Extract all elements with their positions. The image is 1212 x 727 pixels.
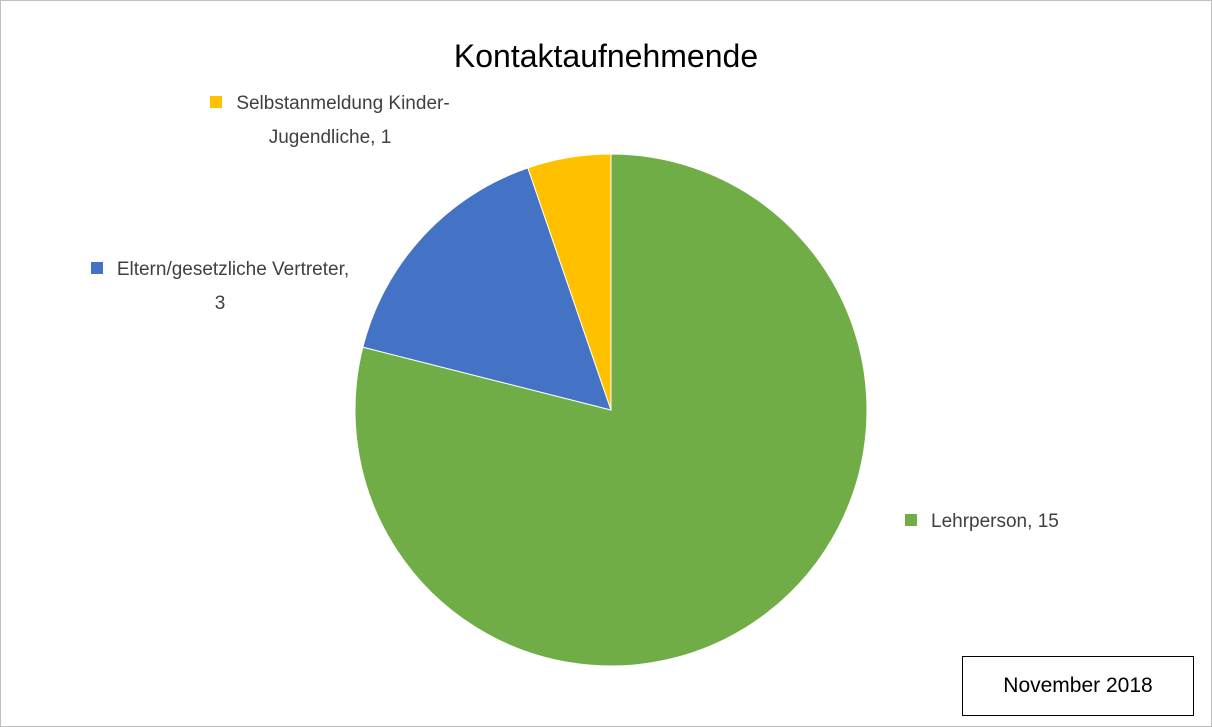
label-swatch	[905, 514, 917, 526]
annotation: November 2018	[962, 656, 1194, 716]
label-category: Eltern/gesetzliche Vertreter	[116, 259, 344, 280]
data-label: Eltern/gesetzliche Vertreter3	[90, 253, 350, 321]
chart-title: Kontaktaufnehmende	[453, 38, 759, 74]
label-value: 15	[1027, 511, 1059, 532]
label-swatch	[210, 96, 223, 108]
data-label: Lehrperson15	[905, 505, 1165, 539]
label-category: Lehrperson	[931, 511, 1028, 532]
label-value: 1	[370, 127, 391, 148]
pie-slice	[362, 167, 612, 411]
pie-slice	[354, 153, 868, 667]
label-swatch	[90, 262, 103, 274]
label-category: Selbstanmeldung Kinder- Jugendliche	[236, 93, 450, 148]
pie-slice	[527, 153, 612, 411]
data-label: Selbstanmeldung Kinder- Jugendliche1	[195, 87, 465, 155]
